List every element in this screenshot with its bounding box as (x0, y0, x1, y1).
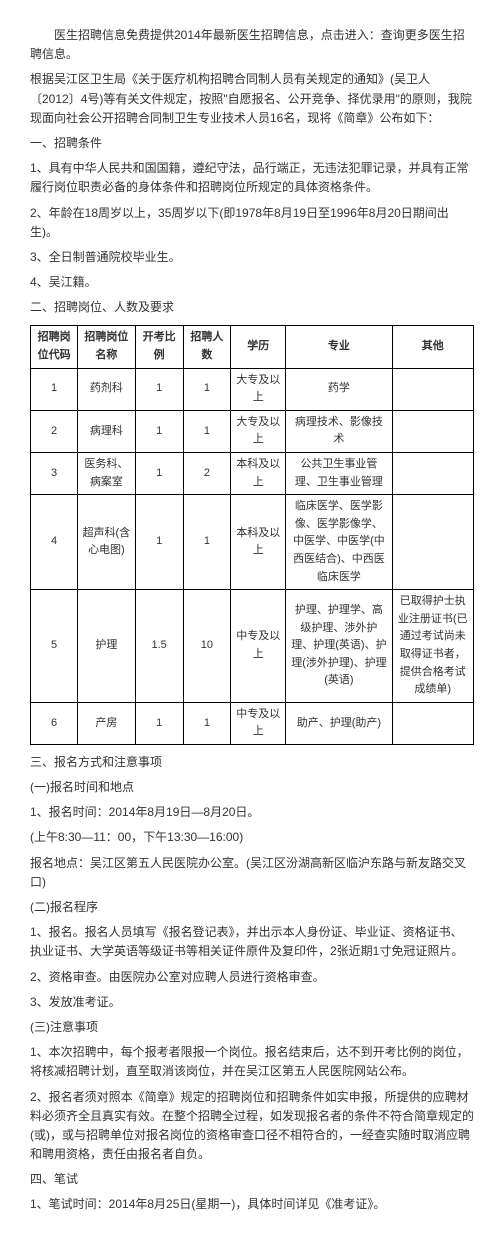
table-cell: 药学 (286, 368, 392, 410)
table-cell: 护理、护理学、高级护理、涉外护理、护理(英语)、护理(涉外护理)、护理(英语) (286, 590, 392, 703)
table-cell: 1 (135, 453, 183, 495)
table-cell (392, 702, 473, 744)
table-cell (392, 368, 473, 410)
sub3-2-title: (二)报名程序 (30, 898, 474, 917)
table-cell: 助产、护理(助产) (286, 702, 392, 744)
table-cell: 护理 (78, 590, 135, 703)
table-row: 3医务科、病案室12本科及以上公共卫生事业管理、卫生事业管理 (31, 453, 474, 495)
table-row: 5护理1.510中专及以上护理、护理学、高级护理、涉外护理、护理(英语)、护理(… (31, 590, 474, 703)
condition-1: 1、具有中华人民共和国国籍，遵纪守法，品行端正，无违法犯罪记录，并具有正常履行岗… (30, 159, 474, 197)
table-row: 4超声科(含心电图)11本科及以上临床医学、医学影像、医学影像学、中医学、中医学… (31, 495, 474, 590)
table-cell: 1 (183, 410, 230, 452)
sub3-3-p2: 2、报名者须对照本《简章》规定的招聘岗位和招聘条件如实申报，所提供的应聘材料必须… (30, 1088, 474, 1165)
table-cell: 6 (31, 702, 78, 744)
table-cell: 公共卫生事业管理、卫生事业管理 (286, 453, 392, 495)
section3-title: 三、报名方式和注意事项 (30, 753, 474, 772)
table-cell: 中专及以上 (231, 590, 286, 703)
table-cell: 2 (183, 453, 230, 495)
table-cell (392, 495, 473, 590)
table-header: 招聘岗位代码 (31, 326, 78, 368)
table-cell: 1 (135, 702, 183, 744)
condition-2: 2、年龄在18周岁以上，35周岁以下(即1978年8月19日至1996年8月20… (30, 204, 474, 242)
sub3-1-title: (一)报名时间和地点 (30, 778, 474, 797)
table-cell: 1 (135, 495, 183, 590)
preamble-text: 根据吴江区卫生局《关于医疗机构招聘合同制人员有关规定的通知》(吴卫人〔2012〕… (30, 70, 474, 128)
table-cell: 2 (31, 410, 78, 452)
recruitment-table: 招聘岗位代码 招聘岗位名称 开考比例 招聘人数 学历 专业 其他 1药剂科11大… (30, 325, 474, 744)
table-cell: 大专及以上 (231, 368, 286, 410)
table-header: 招聘岗位名称 (78, 326, 135, 368)
table-cell: 临床医学、医学影像、医学影像学、中医学、中医学(中西医结合)、中西医临床医学 (286, 495, 392, 590)
section2-title: 二、招聘岗位、人数及要求 (30, 298, 474, 317)
table-header: 开考比例 (135, 326, 183, 368)
table-cell: 医务科、病案室 (78, 453, 135, 495)
table-header: 招聘人数 (183, 326, 230, 368)
table-cell: 1 (135, 368, 183, 410)
sub3-1-p2: (上午8:30—11：00，下午13:30—16:00) (30, 828, 474, 847)
table-cell: 病理科 (78, 410, 135, 452)
intro-text: 医生招聘信息免费提供2014年最新医生招聘信息，点击进入：查询更多医生招聘信息。 (30, 26, 474, 64)
section4-title: 四、笔试 (30, 1170, 474, 1189)
table-cell: 1 (183, 495, 230, 590)
table-cell: 病理技术、影像技术 (286, 410, 392, 452)
section1-title: 一、招聘条件 (30, 134, 474, 153)
table-cell: 5 (31, 590, 78, 703)
sect4-p1: 1、笔试时间：2014年8月25日(星期一)，具体时间详见《准考证》。 (30, 1195, 474, 1214)
sub3-1-p1: 1、报名时间：2014年8月19日—8月20日。 (30, 803, 474, 822)
table-cell: 4 (31, 495, 78, 590)
table-cell: 产房 (78, 702, 135, 744)
table-header: 学历 (231, 326, 286, 368)
table-row: 1药剂科11大专及以上药学 (31, 368, 474, 410)
table-cell: 1.5 (135, 590, 183, 703)
table-cell: 本科及以上 (231, 495, 286, 590)
table-header: 其他 (392, 326, 473, 368)
table-cell: 本科及以上 (231, 453, 286, 495)
table-header-row: 招聘岗位代码 招聘岗位名称 开考比例 招聘人数 学历 专业 其他 (31, 326, 474, 368)
table-cell: 10 (183, 590, 230, 703)
table-cell: 大专及以上 (231, 410, 286, 452)
table-row: 6产房11中专及以上助产、护理(助产) (31, 702, 474, 744)
sub3-3-title: (三)注意事项 (30, 1018, 474, 1037)
condition-4: 4、吴江籍。 (30, 273, 474, 292)
table-header: 专业 (286, 326, 392, 368)
table-cell: 1 (183, 368, 230, 410)
table-cell: 1 (183, 702, 230, 744)
table-cell: 中专及以上 (231, 702, 286, 744)
table-cell: 3 (31, 453, 78, 495)
table-row: 2病理科11大专及以上病理技术、影像技术 (31, 410, 474, 452)
sub3-2-p3: 3、发放准考证。 (30, 993, 474, 1012)
condition-3: 3、全日制普通院校毕业生。 (30, 248, 474, 267)
table-cell: 已取得护士执业注册证书(已通过考试尚未取得证书者，提供合格考试成绩单) (392, 590, 473, 703)
sub3-2-p1: 1、报名。报名人员填写《报名登记表》，并出示本人身份证、毕业证、资格证书、执业证… (30, 923, 474, 961)
table-cell: 1 (31, 368, 78, 410)
sub3-3-p1: 1、本次招聘中，每个报考者限报一个岗位。报名结束后，达不到开考比例的岗位，将核减… (30, 1043, 474, 1081)
sub3-2-p2: 2、资格审查。由医院办公室对应聘人员进行资格审查。 (30, 968, 474, 987)
sub3-1-p3: 报名地点：吴江区第五人民医院办公室。(吴江区汾湖高新区临沪东路与新友路交叉口) (30, 854, 474, 892)
table-cell: 1 (135, 410, 183, 452)
table-cell (392, 453, 473, 495)
table-cell (392, 410, 473, 452)
table-cell: 药剂科 (78, 368, 135, 410)
table-cell: 超声科(含心电图) (78, 495, 135, 590)
